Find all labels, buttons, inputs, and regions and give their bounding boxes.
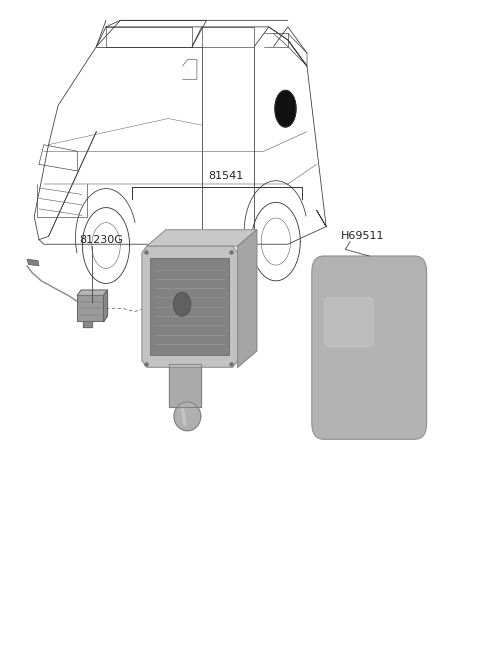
Polygon shape <box>238 230 257 367</box>
Text: 81230G: 81230G <box>80 235 123 245</box>
Text: H69511: H69511 <box>340 232 384 241</box>
FancyBboxPatch shape <box>77 295 104 321</box>
Polygon shape <box>275 91 296 127</box>
Polygon shape <box>147 230 257 246</box>
FancyBboxPatch shape <box>312 256 427 440</box>
Polygon shape <box>174 293 191 316</box>
Text: 81541: 81541 <box>208 171 243 180</box>
Polygon shape <box>27 259 39 266</box>
Polygon shape <box>142 246 238 367</box>
Polygon shape <box>104 290 108 321</box>
Polygon shape <box>83 321 92 327</box>
Polygon shape <box>174 402 201 431</box>
Polygon shape <box>169 364 201 407</box>
Polygon shape <box>77 290 108 295</box>
FancyBboxPatch shape <box>324 297 374 348</box>
Polygon shape <box>151 258 229 356</box>
